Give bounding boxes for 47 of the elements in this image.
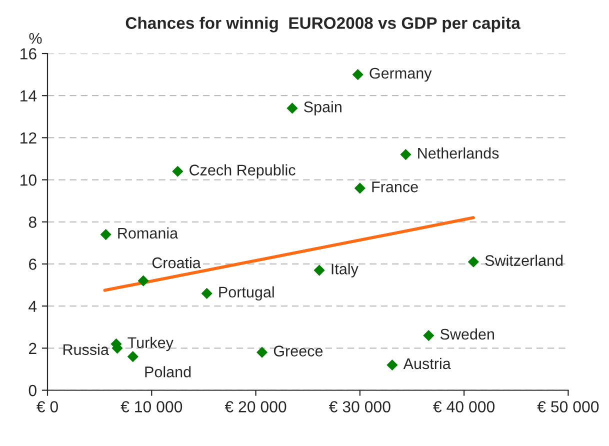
x-tick-label: € 0 [36, 401, 58, 412]
point [400, 148, 412, 160]
x-tick-label: € 30 000 [328, 401, 390, 412]
y-tick-label: 6 [29, 258, 36, 270]
point [256, 346, 268, 358]
annotation: Romania [118, 227, 178, 239]
annotation: Russia [64, 344, 109, 356]
annotation: Spain [304, 101, 342, 116]
point [138, 275, 149, 286]
y-tick-label: 0 [28, 384, 36, 396]
point [352, 69, 364, 80]
y-axis-title: % [29, 33, 42, 44]
annotation: Poland [145, 366, 191, 378]
y-tick-label: 14 [20, 90, 37, 102]
annotation: Sweden [440, 328, 494, 340]
x-tick-label: € 40 000 [433, 401, 495, 412]
annotation: Italy [332, 263, 358, 278]
annotation: Turkey [128, 336, 174, 352]
annotation: Croatia [152, 257, 201, 268]
point [354, 182, 366, 194]
y-tick-label: 10 [20, 174, 36, 186]
chart-title: Chances for winnig EURO2008 vs GDP per capita [126, 16, 520, 32]
annotation: Switzerland [485, 254, 563, 266]
point [314, 264, 325, 276]
point [100, 228, 112, 240]
point [386, 359, 398, 371]
point [286, 102, 298, 114]
x-tick-label: € 10 000 [120, 401, 182, 412]
x-tick-label: € 50 000 [537, 401, 599, 412]
point [423, 330, 434, 342]
annotation: Portugal [219, 286, 274, 301]
y-tick-label: 2 [29, 342, 36, 354]
annotation: Germany [370, 68, 432, 82]
y-tick-label: 4 [28, 300, 37, 312]
y-tick-label: 8 [28, 216, 36, 228]
y-tick-label: 16 [20, 48, 36, 60]
point [127, 351, 138, 362]
annotation: Austria [403, 358, 451, 370]
x-tick-label: € 20 000 [224, 401, 286, 412]
annotation: France [372, 182, 418, 192]
annotation: Netherlands [418, 147, 499, 159]
point [172, 166, 184, 177]
annotation: Greece [274, 346, 323, 356]
y-tick-label: 12 [20, 132, 36, 144]
point [201, 288, 212, 299]
annotation: Czech Republic [190, 164, 296, 178]
point [468, 256, 479, 268]
